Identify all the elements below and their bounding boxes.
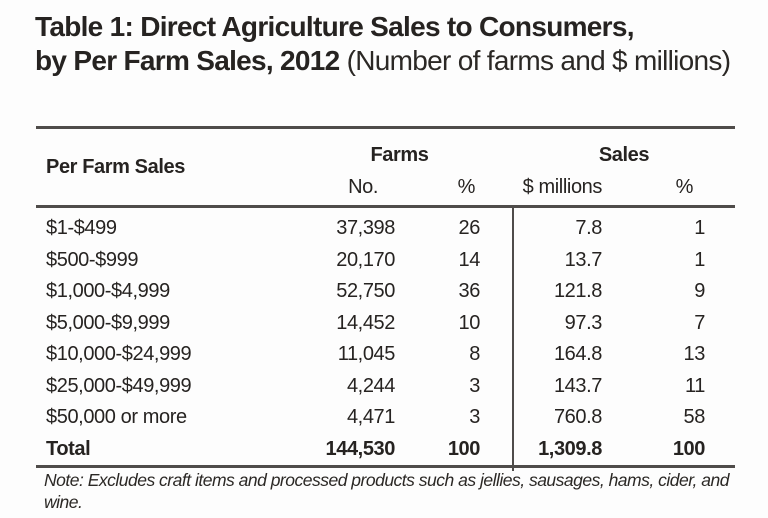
column-header-farms-no: No. [348,175,378,198]
farms-pct-cell: 14 [458,248,481,271]
sales-millions-cell: 97.3 [564,311,603,334]
total-farms-no-cell: 144,530 [325,437,396,460]
row-label: $25,000-$49,999 [46,374,192,397]
row-label: $500-$999 [46,248,139,271]
sales-millions-cell: 143.7 [553,374,602,397]
sales-pct-cell: 13 [683,343,706,366]
sales-millions-cell: 121.8 [553,280,602,303]
row-label: $1-$499 [46,217,117,240]
sales-pct-cell: 7 [694,311,705,334]
farms-no-cell: 52,750 [336,280,395,303]
table-footnote: Note: Excludes craft items and processed… [44,470,729,512]
sales-pct-cell: 9 [694,280,705,303]
table-row: $25,000-$49,999 4,244 3 143.7 11 [36,371,735,403]
farms-sales-divider-rule [512,208,514,471]
table-title-line2: by Per Farm Sales, 2012 [35,45,340,76]
table-header: Per Farm Sales Farms Sales No. % $ milli… [36,129,735,208]
column-header-farms-pct: % [457,175,476,198]
table-row: $1,000-$4,999 52,750 36 121.8 9 [36,276,735,308]
data-table: Per Farm Sales Farms Sales No. % $ milli… [36,126,735,471]
total-sales-pct-cell: 100 [672,437,706,460]
table-body: $1-$499 37,398 26 7.8 1 $500-$999 20,170… [36,208,735,468]
farms-pct-cell: 10 [458,311,481,334]
table-title-units: (Number of farms and $ millions) [339,45,731,76]
farms-pct-cell: 8 [469,343,480,366]
farms-pct-cell: 3 [469,374,480,397]
sales-pct-cell: 58 [683,406,706,429]
farms-pct-cell: 3 [469,406,480,429]
sales-millions-cell: 164.8 [553,343,602,366]
sales-millions-cell: 13.7 [564,248,603,271]
row-label: $10,000-$24,999 [46,343,192,366]
column-header-sales-millions: $ millions [522,175,603,198]
table-row: $50,000 or more 4,471 3 760.8 58 [36,402,735,434]
farms-pct-cell: 26 [458,217,481,240]
sales-millions-cell: 7.8 [575,217,602,240]
table-row: $1-$499 37,398 26 7.8 1 [36,213,735,245]
column-header-per-farm-sales: Per Farm Sales [46,155,185,178]
column-group-sales: Sales [598,144,650,166]
farms-no-cell: 4,244 [346,374,395,397]
table-title-line1: Table 1: Direct Agriculture Sales to Con… [35,11,635,42]
row-label: $1,000-$4,999 [46,280,170,303]
farms-no-cell: 37,398 [336,217,395,240]
total-label: Total [46,437,91,460]
sales-pct-cell: 1 [694,248,705,271]
sales-pct-cell: 11 [685,374,705,397]
row-label: $5,000-$9,999 [46,311,170,334]
sales-millions-cell: 760.8 [553,406,602,429]
table-row: $500-$999 20,170 14 13.7 1 [36,245,735,277]
farms-pct-cell: 36 [458,280,481,303]
total-farms-pct-cell: 100 [447,437,481,460]
table-row: $10,000-$24,999 11,045 8 164.8 13 [36,339,735,371]
table-title: Table 1: Direct Agriculture Sales to Con… [35,10,735,78]
sales-pct-cell: 1 [694,217,705,240]
row-label: $50,000 or more [46,406,187,429]
farms-no-cell: 11,045 [337,343,396,366]
total-sales-millions-cell: 1,309.8 [538,437,602,460]
column-header-sales-pct: % [675,175,694,198]
farms-no-cell: 4,471 [346,406,395,429]
table-row: $5,000-$9,999 14,452 10 97.3 7 [36,308,735,340]
table-total-row: Total 144,530 100 1,309.8 100 [36,434,735,466]
farms-no-cell: 20,170 [336,248,395,271]
column-group-farms: Farms [370,144,429,166]
farms-no-cell: 14,452 [336,311,395,334]
